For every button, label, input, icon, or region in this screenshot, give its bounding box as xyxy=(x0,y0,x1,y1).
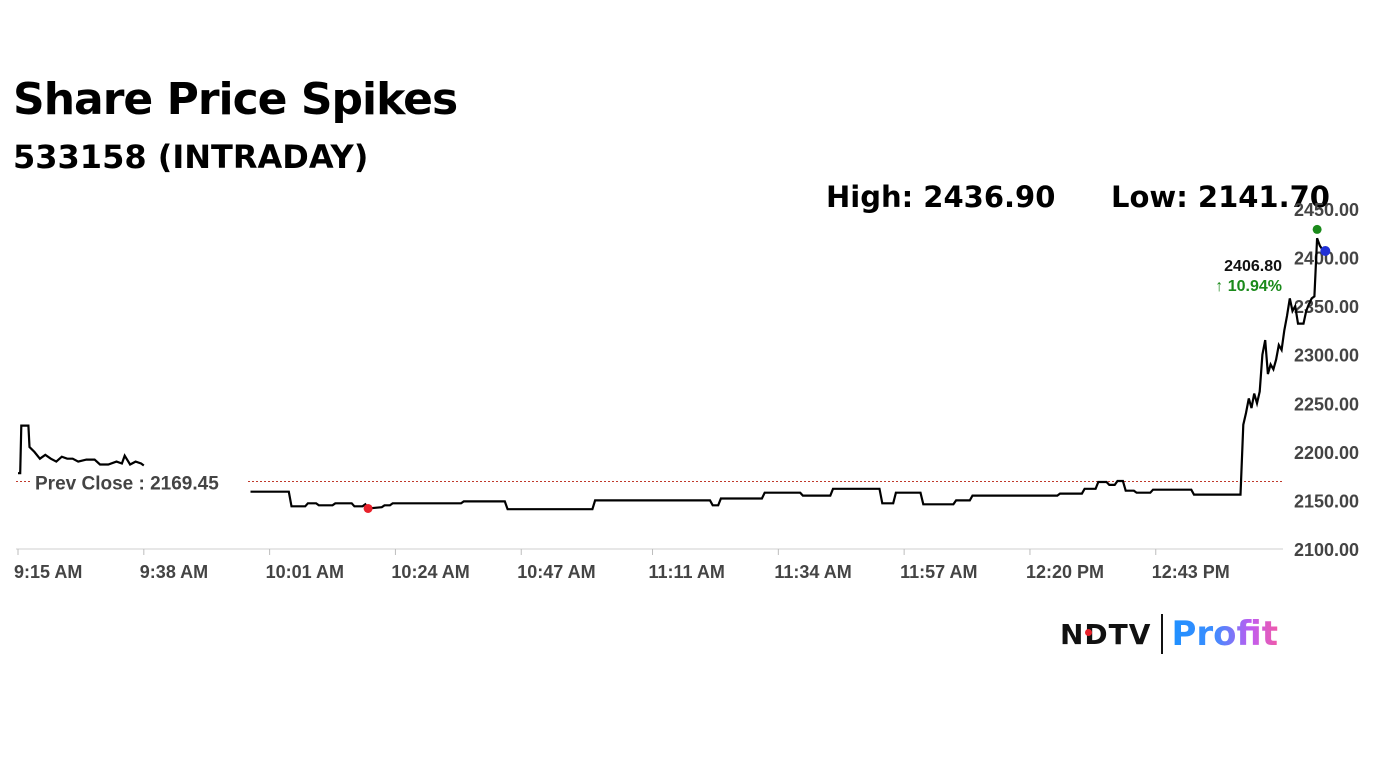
logo-profit-text: Profit xyxy=(1171,614,1278,654)
x-tick-label: 10:47 AM xyxy=(517,562,595,582)
x-tick-label: 10:24 AM xyxy=(391,562,469,582)
prev-close-reference: Prev Close : 2169.45 xyxy=(16,469,1283,495)
logo-red-dot xyxy=(1085,629,1092,636)
price-change-label: ↑ 10.94% xyxy=(1215,278,1282,295)
last-price-marker xyxy=(1320,245,1331,256)
logo-ndtv-text: NDTV xyxy=(1060,617,1152,651)
x-tick-label: 11:34 AM xyxy=(774,562,851,582)
y-axis: 2100.00 2150.00 2200.00 2250.00 2300.00 2350.… xyxy=(1294,200,1359,560)
y-tick-label: 2250.00 xyxy=(1294,394,1359,414)
x-tick-label: 10:01 AM xyxy=(266,562,344,582)
chart-subtitle: 533158 (INTRADAY) xyxy=(13,138,369,176)
price-markers: 2406.80 ↑ 10.94% xyxy=(363,224,1331,513)
y-tick-label: 2100.00 xyxy=(1294,540,1359,560)
x-tick-label: 11:11 AM xyxy=(649,562,725,582)
day-high-label: High: 2436.90 xyxy=(826,180,1056,214)
y-tick-label: 2450.00 xyxy=(1294,200,1359,220)
prev-close-label-bg xyxy=(30,469,248,494)
day-low-marker xyxy=(363,503,373,513)
x-tick-label: 9:15 AM xyxy=(14,562,82,582)
x-axis: 9:15 AM 9:38 AM 10:01 AM 10:24 AM 10:47 AM 11… xyxy=(14,548,1283,582)
day-high-marker xyxy=(1312,224,1322,234)
y-tick-label: 2300.00 xyxy=(1294,346,1359,366)
price-line-segment xyxy=(18,424,145,475)
chart-title: Share Price Spikes xyxy=(13,74,458,125)
last-price-label: 2406.80 xyxy=(1224,258,1282,275)
x-tick-label: 12:20 PM xyxy=(1026,562,1104,582)
y-tick-label: 2200.00 xyxy=(1294,443,1359,463)
y-tick-label: 2400.00 xyxy=(1294,249,1359,269)
price-series xyxy=(18,237,1326,511)
price-line-segment xyxy=(250,237,1326,511)
y-tick-label: 2350.00 xyxy=(1294,297,1359,317)
x-tick-label: 12:43 PM xyxy=(1152,562,1230,582)
day-low-label: Low: 2141.70 xyxy=(1111,180,1330,214)
logo-divider xyxy=(1161,614,1164,654)
prev-close-label: Prev Close : 2169.45 xyxy=(35,474,219,495)
x-tick-label: 11:57 AM xyxy=(900,562,977,582)
x-tick-label: 9:38 AM xyxy=(140,562,208,582)
ndtv-profit-logo: NDTV Profit xyxy=(1060,612,1278,656)
y-tick-label: 2150.00 xyxy=(1294,491,1359,511)
